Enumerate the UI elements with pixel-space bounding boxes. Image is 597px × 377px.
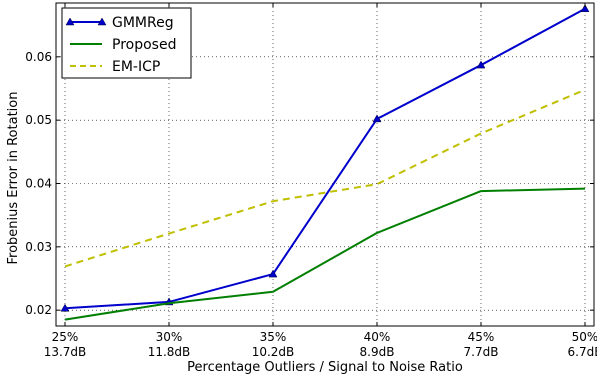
- y-axis-label: Frobenius Error in Rotation: [6, 92, 21, 265]
- grid: [56, 3, 594, 326]
- data-point-gmmreg: [372, 114, 382, 123]
- series-layer: [60, 4, 590, 321]
- x-tick-label-snr: 7.7dB: [464, 345, 499, 359]
- y-tick-label: 0.04: [25, 177, 52, 191]
- y-tick-label: 0.03: [25, 240, 52, 254]
- plot-frame: [55, 2, 595, 327]
- x-tick-label-percent: 35%: [260, 330, 287, 344]
- legend-label-em-icp: EM-ICP: [112, 59, 160, 75]
- series-line-em-icp: [64, 88, 586, 268]
- x-tick-label-percent: 30%: [156, 330, 183, 344]
- series-line-proposed: [64, 187, 586, 321]
- x-tick-label-percent: 45%: [468, 330, 495, 344]
- y-tick-label: 0.02: [25, 303, 52, 317]
- x-tick-label-percent: 50%: [572, 330, 597, 344]
- x-tick-label-percent: 25%: [52, 330, 79, 344]
- legend-label-proposed: Proposed: [112, 37, 176, 53]
- legend-marker-gmmreg: [65, 17, 75, 26]
- x-axis-label: Percentage Outliers / Signal to Noise Ra…: [187, 360, 463, 375]
- x-tick-label-percent: 40%: [364, 330, 391, 344]
- data-point-gmmreg: [476, 60, 486, 69]
- data-point-gmmreg: [580, 4, 590, 12]
- legend: GMMReg Proposed EM-ICP: [61, 7, 192, 79]
- x-tick-label-snr: 6.7dB: [568, 345, 597, 359]
- x-tick-label-snr: 11.8dB: [148, 345, 191, 359]
- data-point-gmmreg: [60, 303, 70, 312]
- legend-label-gmmreg: GMMReg: [112, 15, 174, 31]
- ticks: 25%13.7dB 30%11.8dB 35%10.2dB 40%8.9dB 45%7.…: [25, 3, 597, 359]
- x-tick-label-snr: 8.9dB: [360, 345, 395, 359]
- series-line-gmmreg: [64, 7, 586, 310]
- legend-marker-gmmreg: [97, 17, 107, 26]
- x-tick-label-snr: 10.2dB: [252, 345, 295, 359]
- y-tick-label: 0.05: [25, 113, 52, 127]
- data-point-gmmreg: [268, 269, 278, 278]
- y-tick-label: 0.06: [25, 50, 52, 64]
- x-tick-label-snr: 13.7dB: [44, 345, 87, 359]
